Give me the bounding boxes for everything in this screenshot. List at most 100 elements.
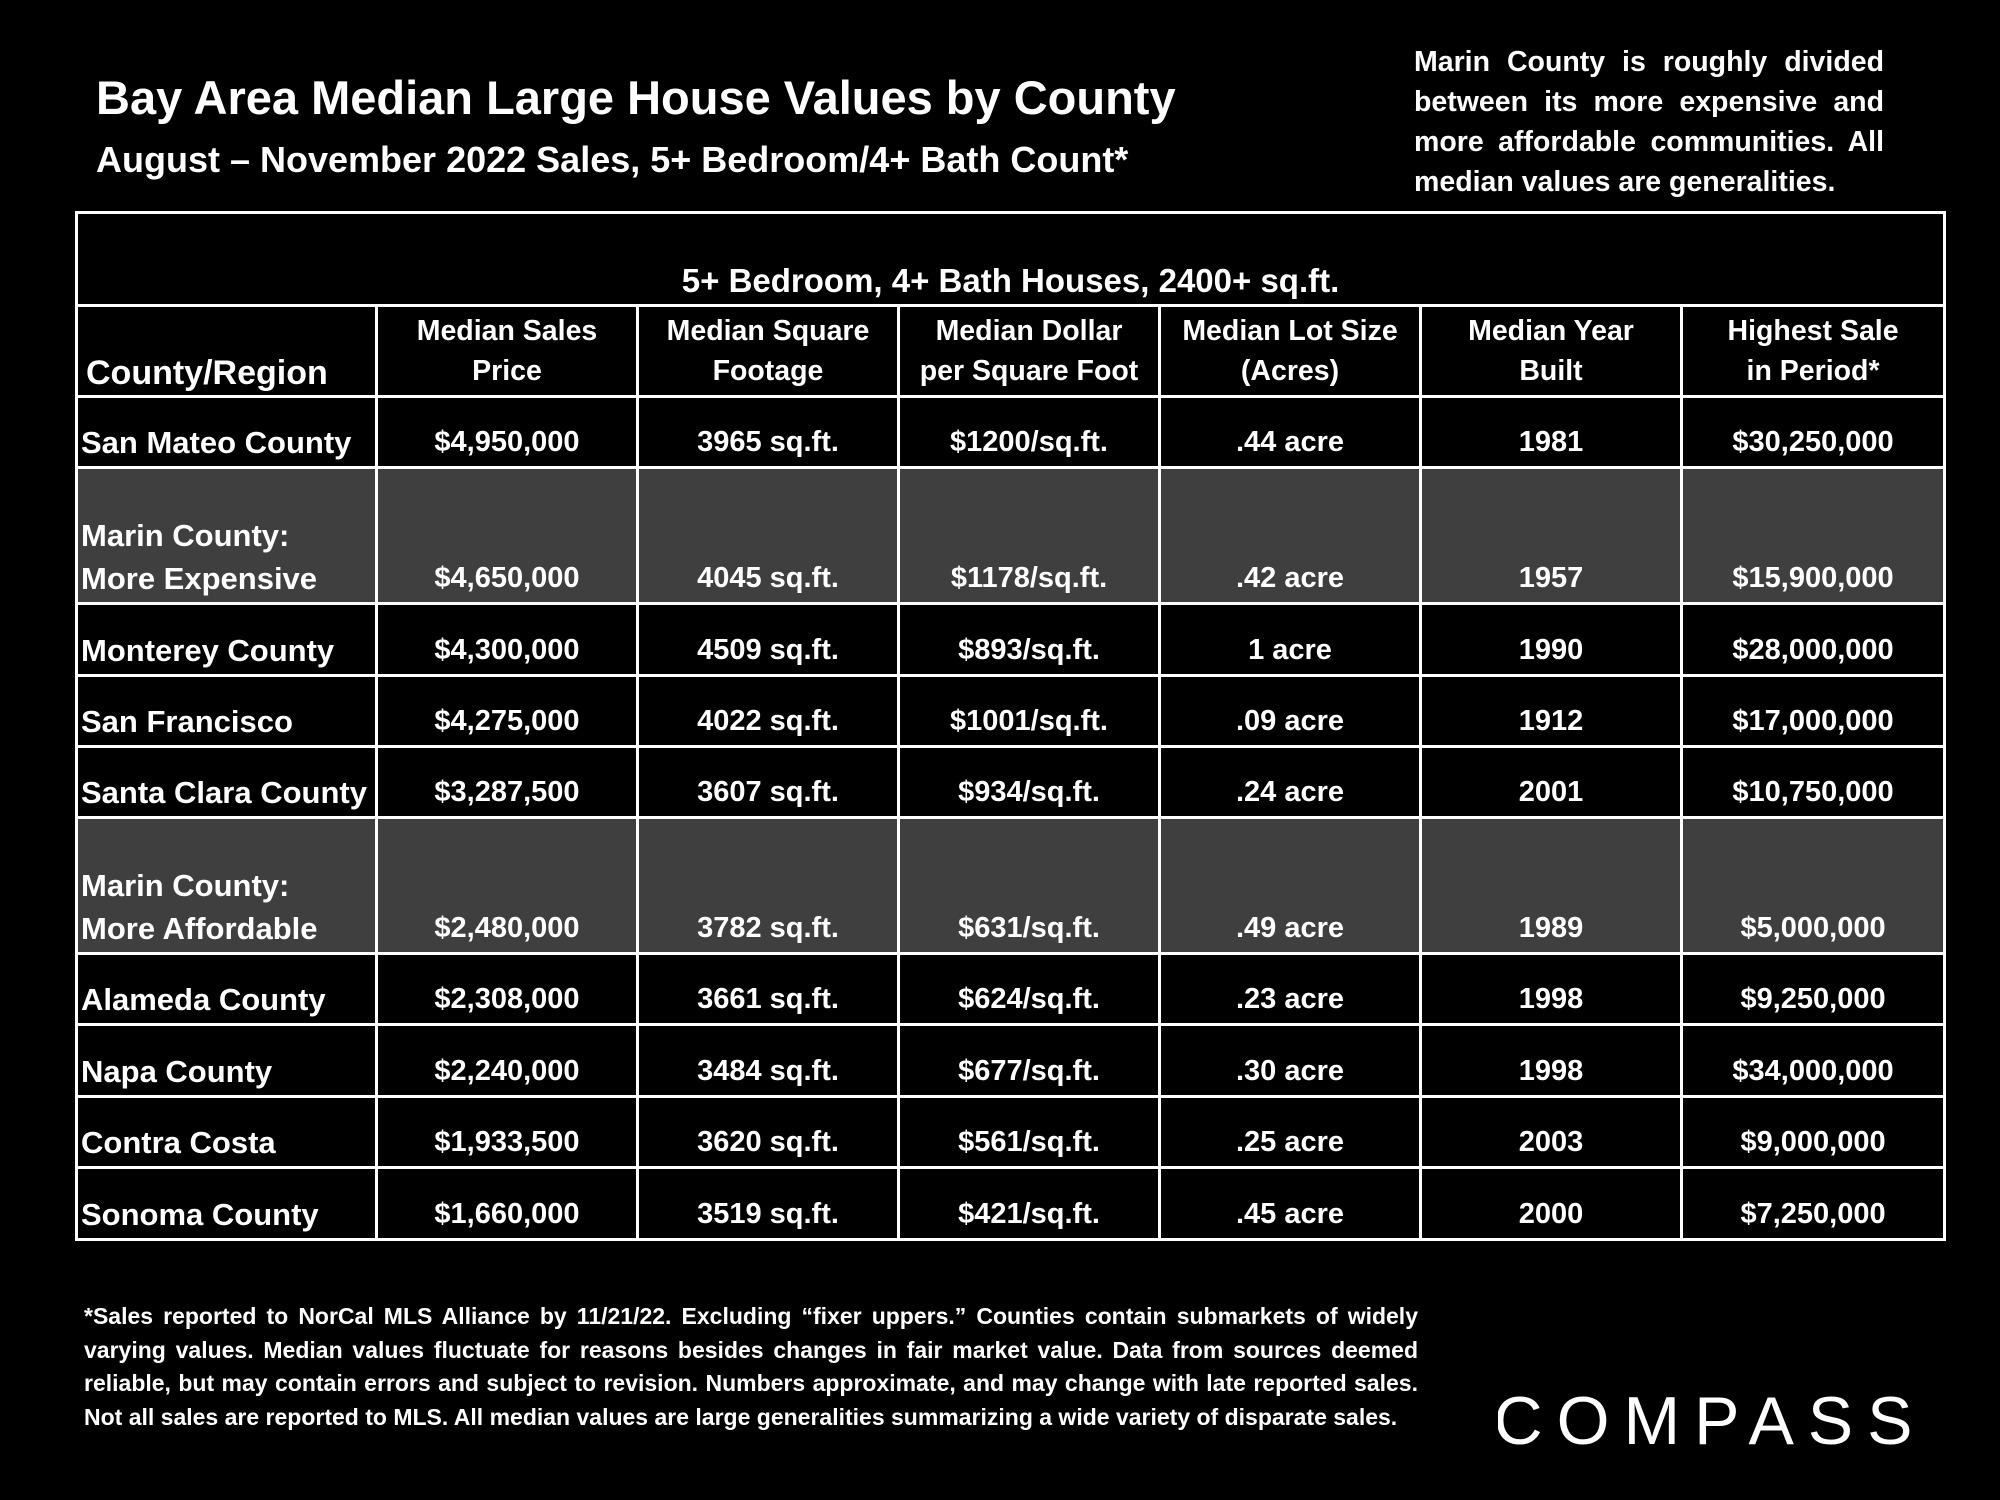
year-cell: 2001 <box>1419 744 1683 820</box>
lot-cell: .42 acre <box>1158 466 1422 606</box>
column-header-lot: Median Lot Size (Acres) <box>1158 304 1422 398</box>
lot-cell: .49 acre <box>1158 816 1422 955</box>
dollar-sqft-cell: $1001/sq.ft. <box>897 673 1161 748</box>
lot-cell: .24 acre <box>1158 744 1422 820</box>
column-header-line1: Median Lot Size <box>1182 315 1398 347</box>
page-title: Bay Area Median Large House Values by Co… <box>96 71 1176 124</box>
column-header-dollar-sqft: Median Dollar per Square Foot <box>897 304 1161 398</box>
region-name: Monterey County <box>81 632 335 668</box>
column-header-row: County/Region Median Sales Price Median S… <box>75 304 1947 398</box>
highest-sale-cell: $9,000,000 <box>1679 1094 1947 1170</box>
table-row: Contra Costa $1,933,500 3620 sq.ft. $561/sq… <box>75 1094 1947 1170</box>
sqft-cell: 3607 sq.ft. <box>636 744 900 820</box>
table-row: Alameda County $2,308,000 3661 sq.ft. $624/… <box>75 951 1947 1027</box>
column-header-line2: Price <box>472 355 542 387</box>
column-header-highest: Highest Sale in Period* <box>1679 304 1947 398</box>
page-subtitle: August – November 2022 Sales, 5+ Bedroom… <box>96 139 1129 180</box>
column-header-sqft: Median Square Footage <box>636 304 900 398</box>
dollar-sqft-cell: $1200/sq.ft. <box>897 394 1161 470</box>
dollar-sqft-cell: $421/sq.ft. <box>897 1166 1161 1241</box>
lot-cell: .09 acre <box>1158 673 1422 748</box>
column-header-line2: Built <box>1519 355 1583 387</box>
region-line1: Marin County: <box>81 518 290 554</box>
region-name: Napa County <box>81 1053 273 1089</box>
lot-cell: .25 acre <box>1158 1094 1422 1170</box>
compass-logo: COMPASS <box>1498 1383 1922 1458</box>
dollar-sqft-cell: $934/sq.ft. <box>897 744 1161 820</box>
column-header-line1: Median Square <box>666 315 870 347</box>
sqft-cell: 4509 sq.ft. <box>636 602 900 677</box>
region-cell: Napa County <box>75 1023 378 1098</box>
region-line1: Marin County: <box>81 868 290 903</box>
price-cell: $2,480,000 <box>375 816 639 955</box>
highest-sale-cell: $15,900,000 <box>1679 466 1947 606</box>
year-cell: 2003 <box>1419 1094 1683 1170</box>
year-cell: 1989 <box>1419 816 1683 955</box>
region-cell: Sonoma County <box>75 1166 378 1241</box>
county-values-table: 5+ Bedroom, 4+ Bath Houses, 2400+ sq.ft.… <box>74 211 1947 1241</box>
table-row: San Mateo County $4,950,000 3965 sq.ft. $12… <box>75 394 1947 470</box>
year-cell: 2000 <box>1419 1166 1683 1241</box>
year-cell: 1998 <box>1419 1023 1683 1098</box>
dollar-sqft-cell: $561/sq.ft. <box>897 1094 1161 1170</box>
highest-sale-cell: $28,000,000 <box>1679 602 1947 677</box>
logo-text: COMPASS <box>1498 1383 1922 1458</box>
table-row: Marin County: More Affordable $2,480,000 37… <box>75 816 1947 955</box>
highest-sale-cell: $7,250,000 <box>1679 1166 1947 1241</box>
column-header-line1: Highest Sale <box>1727 315 1899 347</box>
highest-sale-cell: $10,750,000 <box>1679 744 1947 820</box>
region-name: More Expensive <box>81 561 318 597</box>
lot-cell: 1 acre <box>1158 602 1422 677</box>
column-header-region: County/Region <box>75 304 378 398</box>
column-header-line2: per Square Foot <box>919 355 1139 387</box>
column-header-price: Median Sales Price <box>375 304 639 398</box>
price-cell: $2,308,000 <box>375 951 639 1027</box>
dollar-sqft-cell: $893/sq.ft. <box>897 602 1161 677</box>
sqft-cell: 3519 sq.ft. <box>636 1166 900 1241</box>
price-cell: $2,240,000 <box>375 1023 639 1098</box>
lot-cell: .44 acre <box>1158 394 1422 470</box>
sqft-cell: 4045 sq.ft. <box>636 466 900 606</box>
column-header-line2: in Period* <box>1746 355 1880 387</box>
region-cell: San Francisco <box>75 673 378 748</box>
region-name: Alameda County <box>81 982 326 1018</box>
sqft-cell: 3965 sq.ft. <box>636 394 900 470</box>
region-name: San Mateo County <box>81 425 352 461</box>
table-row: Marin County: More Expensive $4,650,000 404… <box>75 466 1947 606</box>
marin-note: Marin County is roughly divided between … <box>1414 46 1884 198</box>
dollar-sqft-cell: $677/sq.ft. <box>897 1023 1161 1098</box>
column-header-line2: (Acres) <box>1240 355 1340 387</box>
group-header: 5+ Bedroom, 4+ Bath Houses, 2400+ sq.ft. <box>74 211 1947 307</box>
region-cell: Contra Costa <box>75 1094 378 1170</box>
highest-sale-cell: $30,250,000 <box>1679 394 1947 470</box>
sqft-cell: 3484 sq.ft. <box>636 1023 900 1098</box>
column-header-line2: Footage <box>712 355 824 387</box>
price-cell: $4,650,000 <box>375 466 639 606</box>
sqft-cell: 3782 sq.ft. <box>636 816 900 955</box>
table-row: Monterey County $4,300,000 4509 sq.ft. $893… <box>75 602 1947 677</box>
sqft-cell: 3620 sq.ft. <box>636 1094 900 1170</box>
column-header-year: Median Year Built <box>1419 304 1683 398</box>
table-row: Santa Clara County $3,287,500 3607 sq.ft. $… <box>75 744 1947 820</box>
lot-cell: .23 acre <box>1158 951 1422 1027</box>
column-header-line1: Median Dollar <box>935 315 1123 347</box>
region-cell: San Mateo County <box>75 394 378 470</box>
price-cell: $1,933,500 <box>375 1094 639 1170</box>
price-cell: $4,300,000 <box>375 602 639 677</box>
year-cell: 1981 <box>1419 394 1683 470</box>
table-row: Napa County $2,240,000 3484 sq.ft. $677/sq.… <box>75 1023 1947 1098</box>
column-header-line1: Median Year <box>1468 315 1634 347</box>
price-cell: $1,660,000 <box>375 1166 639 1241</box>
region-cell: Santa Clara County <box>75 744 378 820</box>
region-name: Sonoma County <box>81 1197 319 1232</box>
sqft-cell: 3661 sq.ft. <box>636 951 900 1027</box>
sqft-cell: 4022 sq.ft. <box>636 673 900 748</box>
dollar-sqft-cell: $631/sq.ft. <box>897 816 1161 955</box>
footnote: *Sales reported to NorCal MLS Alliance b… <box>84 1303 1418 1430</box>
price-cell: $4,950,000 <box>375 394 639 470</box>
column-header-line1: Median Sales <box>416 315 598 347</box>
dollar-sqft-cell: $1178/sq.ft. <box>897 466 1161 606</box>
highest-sale-cell: $34,000,000 <box>1679 1023 1947 1098</box>
region-name: San Francisco <box>81 703 293 739</box>
table-row: Sonoma County $1,660,000 3519 sq.ft. $421/s… <box>75 1166 1947 1241</box>
